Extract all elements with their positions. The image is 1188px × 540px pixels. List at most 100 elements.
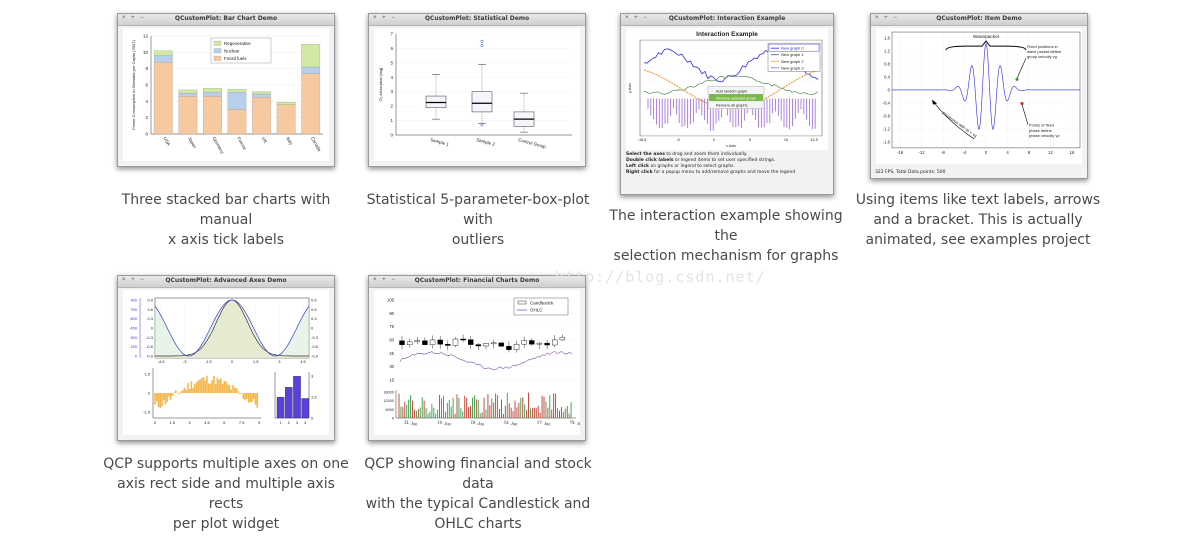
y-tick-label-blue: 900 — [130, 298, 137, 303]
caption-line: with the typical Candlestick and — [365, 496, 591, 512]
window-titlebar[interactable]: × + − QCustomPlot: Interaction Example — [621, 14, 833, 26]
y-tick-label-blue: 0 — [135, 354, 138, 359]
x-tick-label: -16 — [897, 150, 904, 155]
y-tick-label: 30 — [389, 364, 394, 369]
item-demo-window[interactable]: × + − QCustomPlot: Item Demo 1.6 1.2 0.8 0.… — [870, 13, 1088, 179]
advanced-axes-window[interactable]: × + − QCustomPlot: Advanced Axes Demo 0.… — [117, 275, 335, 441]
bar-segment — [252, 93, 271, 98]
legend-swatch — [213, 40, 222, 46]
window-control-buttons[interactable]: × + − — [373, 15, 397, 21]
x-tick-label: USA — [162, 136, 171, 147]
candle-body — [529, 340, 535, 345]
candle-body — [498, 342, 504, 347]
legend-label: OHLC — [530, 308, 543, 313]
candle-body — [406, 341, 413, 345]
x-tick-label: 2 — [288, 420, 291, 425]
financial-window[interactable]: × + − QCustomPlot: Financial Charts Demo… — [368, 275, 586, 441]
y-tick-label: 0.3 — [147, 316, 153, 321]
y-tick-label: 75 — [389, 324, 394, 329]
bar-chart-window[interactable]: × + − QCustomPlot: Bar Chart Demo 0 2 4 6 8 1… — [117, 13, 335, 167]
y-tick-label: 0 — [145, 132, 148, 137]
window-titlebar[interactable]: × + − QCustomPlot: Bar Chart Demo — [118, 14, 334, 26]
interaction-plot[interactable]: Interaction Example New graph 0 New graph … — [626, 28, 828, 150]
candle-body — [475, 344, 482, 347]
advanced-axes-caption: QCP supports multiple axes on one axis r… — [98, 454, 354, 534]
window-titlebar[interactable]: × + − QCustomPlot: Advanced Axes Demo — [118, 276, 334, 288]
candle-body — [399, 340, 405, 345]
volume-tick-label: 6000 — [386, 408, 394, 412]
volume-tick-label: 12000 — [383, 399, 394, 403]
bar — [301, 398, 309, 419]
status-bar: 322 FPS, Total Data points: 500 — [875, 170, 946, 175]
window-title: QCustomPlot: Interaction Example — [668, 15, 786, 22]
x-tick-label: Canada — [310, 136, 322, 153]
annotation-text: phase define — [1029, 128, 1053, 133]
box — [471, 91, 493, 113]
window-control-buttons[interactable]: × + − — [373, 277, 397, 283]
context-menu-item: Remove selected graph — [716, 97, 756, 101]
window-title: QCustomPlot: Bar Chart Demo — [174, 15, 278, 22]
x-tick-label: 10 — [784, 138, 788, 142]
wavepacket-curve — [892, 42, 1080, 131]
arrow — [1021, 104, 1029, 125]
y2-tick-label: 0.3 — [311, 316, 317, 321]
y-tick-label: 60 — [389, 338, 394, 343]
y-tick-label: 1 — [390, 118, 393, 123]
y-tick-label: -0.8 — [883, 113, 891, 118]
y2-tick-label: -0.6 — [311, 344, 319, 349]
group-velocity-point — [1015, 77, 1019, 81]
financial-caption: QCP showing financial and stock data wit… — [350, 454, 606, 534]
y2-tick-label: 3 — [311, 374, 314, 379]
bar-segment — [153, 55, 173, 63]
bar — [276, 396, 285, 419]
bar-segment — [178, 96, 198, 135]
advanced-axes-plot: 0.9 900 0.9 0.6 750 0.6 0.3 600 0.3 0 450 0 -0.3 300-… — [123, 290, 329, 435]
dispersion-label: Dispersion with vp < vg — [941, 110, 978, 138]
bar-segment — [203, 92, 222, 97]
y-axis-label: Power Consumption in Kilowatts per Capit… — [131, 40, 136, 130]
bar-segment — [301, 44, 321, 68]
window-titlebar[interactable]: × + − QCustomPlot: Item Demo — [871, 14, 1087, 26]
bar-segment — [153, 50, 173, 56]
y-tick-label: 1.6 — [884, 36, 890, 41]
window-control-buttons[interactable]: × + − — [122, 277, 146, 283]
y-tick-label: -0.6 — [146, 344, 154, 349]
window-title: QCustomPlot: Statistical Demo — [424, 15, 530, 22]
annotation-text: group velocity vg — [1027, 54, 1057, 59]
item-demo-caption: Using items like text labels, arrows and… — [850, 190, 1106, 250]
x-tick-label: 0 — [231, 359, 234, 364]
bar-segment — [153, 61, 173, 135]
window-titlebar[interactable]: × + − QCustomPlot: Statistical Demo — [369, 14, 585, 26]
legend-label: New graph 2 — [781, 59, 804, 64]
x-tick-label: -1.5 — [205, 359, 213, 364]
y-tick-label: 10 — [143, 50, 149, 55]
bar-chart-caption: Three stacked bar charts with manual x a… — [98, 190, 354, 250]
bar-segment — [252, 91, 271, 95]
window-titlebar[interactable]: × + − QCustomPlot: Financial Charts Demo — [369, 276, 585, 288]
annotation-text: phase velocity vp — [1029, 133, 1060, 138]
window-control-buttons[interactable]: × + − — [875, 15, 899, 21]
legend-label: New graph 0 — [781, 46, 804, 51]
statistical-window[interactable]: × + − QCustomPlot: Statistical Demo 0 1 2 3… — [368, 13, 586, 167]
interaction-window[interactable]: × + − QCustomPlot: Interaction Example I… — [620, 13, 834, 195]
window-control-buttons[interactable]: × + − — [122, 15, 146, 21]
x-tick-label: 4 — [304, 420, 307, 425]
x-tick-label: Italy — [285, 136, 294, 146]
bar-segment — [178, 89, 198, 94]
outlier-point — [480, 123, 484, 127]
outlier-point — [480, 44, 484, 47]
y-tick-label: -0.9 — [146, 354, 154, 359]
caption-line: OHLC charts — [434, 516, 522, 532]
box-plot-svg: 0 1 2 3 4 5 6 7 O₂ Absorption [mg] Sample 1 Sample… — [378, 32, 572, 149]
bar-segment — [276, 102, 296, 105]
legend-box — [513, 297, 569, 316]
annotation-text: wave packet define — [1027, 49, 1062, 54]
y-tick-label: 6 — [390, 46, 393, 51]
window-control-buttons[interactable]: × + − — [625, 15, 649, 21]
y2-tick-label: 0 — [311, 416, 314, 421]
x-tick-label: 6 — [223, 420, 226, 425]
candle-body — [559, 337, 566, 341]
x-tick-label: 1.5 — [170, 420, 176, 425]
y2-tick-label: 0 — [311, 326, 314, 331]
